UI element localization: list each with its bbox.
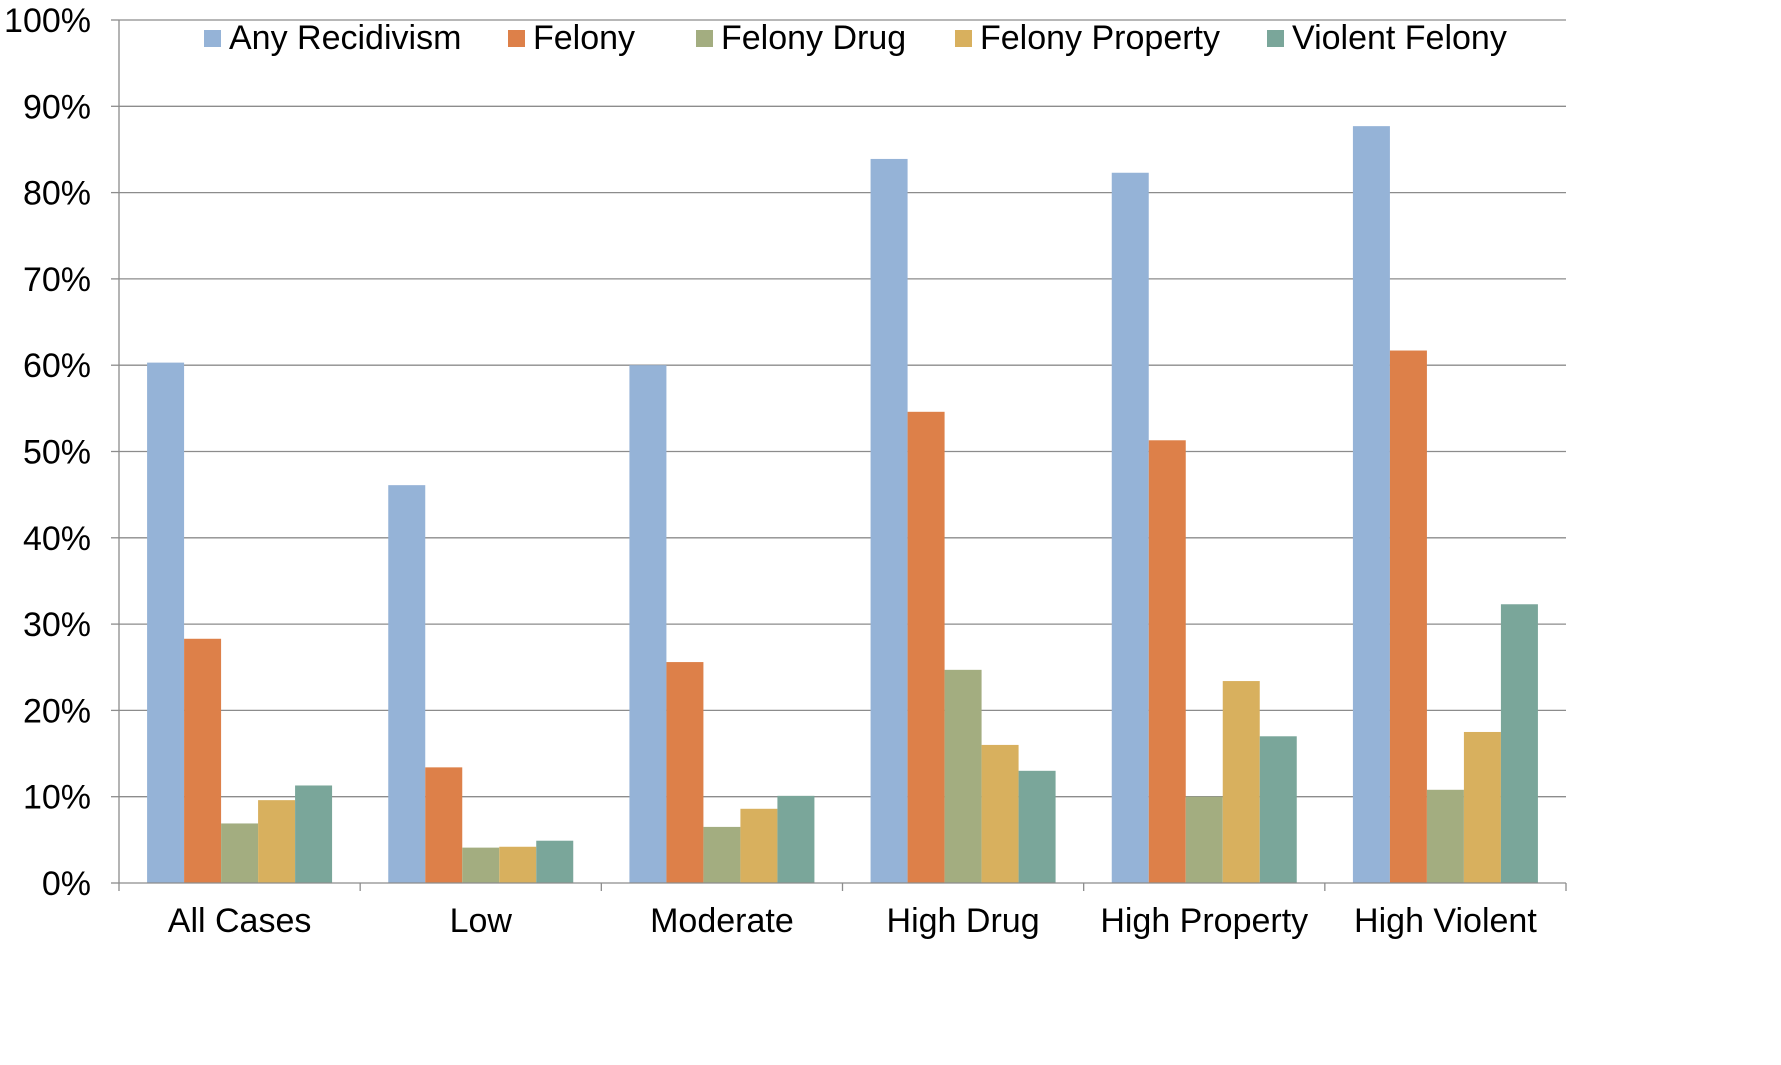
x-tick-label: High Property — [1100, 902, 1308, 940]
y-tick-label: 90% — [23, 88, 91, 126]
legend-swatch — [1267, 30, 1284, 47]
bar-felony — [425, 767, 463, 883]
bars — [147, 126, 1538, 884]
y-tick-labels: 0% 10% 20% 30% 40% 50% 60% 70% 80% 90% 100% — [4, 2, 91, 903]
y-tick-label: 50% — [23, 434, 91, 472]
bar-felony-drug — [944, 669, 982, 883]
bar-any-recidivism — [388, 485, 426, 883]
y-tick-label: 40% — [23, 520, 91, 558]
y-tick-label: 60% — [23, 347, 91, 385]
bar-felony — [1148, 440, 1186, 883]
bar-felony-property — [1222, 681, 1260, 883]
x-tick-label: Moderate — [650, 902, 794, 940]
bar-violent-felony — [1018, 770, 1056, 883]
x-tick-labels: All Cases Low Moderate High Drug High Proper… — [168, 902, 1538, 940]
bar-violent-felony — [295, 785, 333, 883]
y-tick-label: 100% — [4, 2, 91, 40]
bar-felony — [907, 411, 945, 883]
bar-any-recidivism — [147, 362, 185, 884]
y-tick-label: 80% — [23, 175, 91, 213]
bar-felony-drug — [462, 847, 500, 883]
legend: Any Recidivism Felony Felony Drug Felony Pr… — [204, 19, 1507, 57]
legend-label: Any Recidivism — [229, 19, 461, 57]
bar-felony-property — [1463, 731, 1501, 883]
bar-any-recidivism — [1111, 172, 1149, 884]
y-tick-label: 30% — [23, 606, 91, 644]
x-tick-label: High Violent — [1354, 902, 1537, 940]
bar-felony-drug — [703, 826, 741, 883]
bar-violent-felony — [536, 840, 574, 883]
bar-felony-property — [981, 744, 1019, 883]
y-tick-label: 10% — [23, 779, 91, 817]
bar-felony-drug — [1185, 796, 1223, 883]
bar-any-recidivism — [870, 158, 908, 883]
bar-any-recidivism — [1352, 126, 1390, 884]
bar-felony-property — [740, 808, 778, 883]
bar-violent-felony — [1259, 736, 1297, 883]
bar-felony — [666, 662, 704, 883]
x-tick-label: High Drug — [887, 902, 1040, 940]
bar-felony-drug — [1426, 789, 1464, 883]
bar-felony-property — [258, 800, 296, 883]
y-tick-label: 0% — [42, 865, 91, 903]
legend-swatch — [508, 30, 525, 47]
x-tick-label: Low — [450, 902, 513, 940]
legend-label: Felony Property — [980, 19, 1220, 57]
bar-felony-drug — [221, 823, 259, 883]
legend-swatch — [696, 30, 713, 47]
bar-felony — [184, 638, 222, 883]
legend-label: Felony Drug — [721, 19, 906, 57]
bar-any-recidivism — [629, 365, 667, 883]
y-tick-label: 70% — [23, 261, 91, 299]
axes — [111, 19, 1567, 891]
legend-label: Violent Felony — [1292, 19, 1507, 57]
bar-felony — [1389, 350, 1427, 883]
legend-label: Felony — [533, 19, 635, 57]
bar-felony-property — [499, 846, 537, 883]
bar-violent-felony — [1500, 604, 1538, 883]
legend-swatch — [955, 30, 972, 47]
x-tick-label: All Cases — [168, 902, 312, 940]
gridlines — [119, 19, 1566, 798]
y-tick-label: 20% — [23, 692, 91, 730]
legend-swatch — [204, 30, 221, 47]
bar-violent-felony — [777, 795, 815, 883]
